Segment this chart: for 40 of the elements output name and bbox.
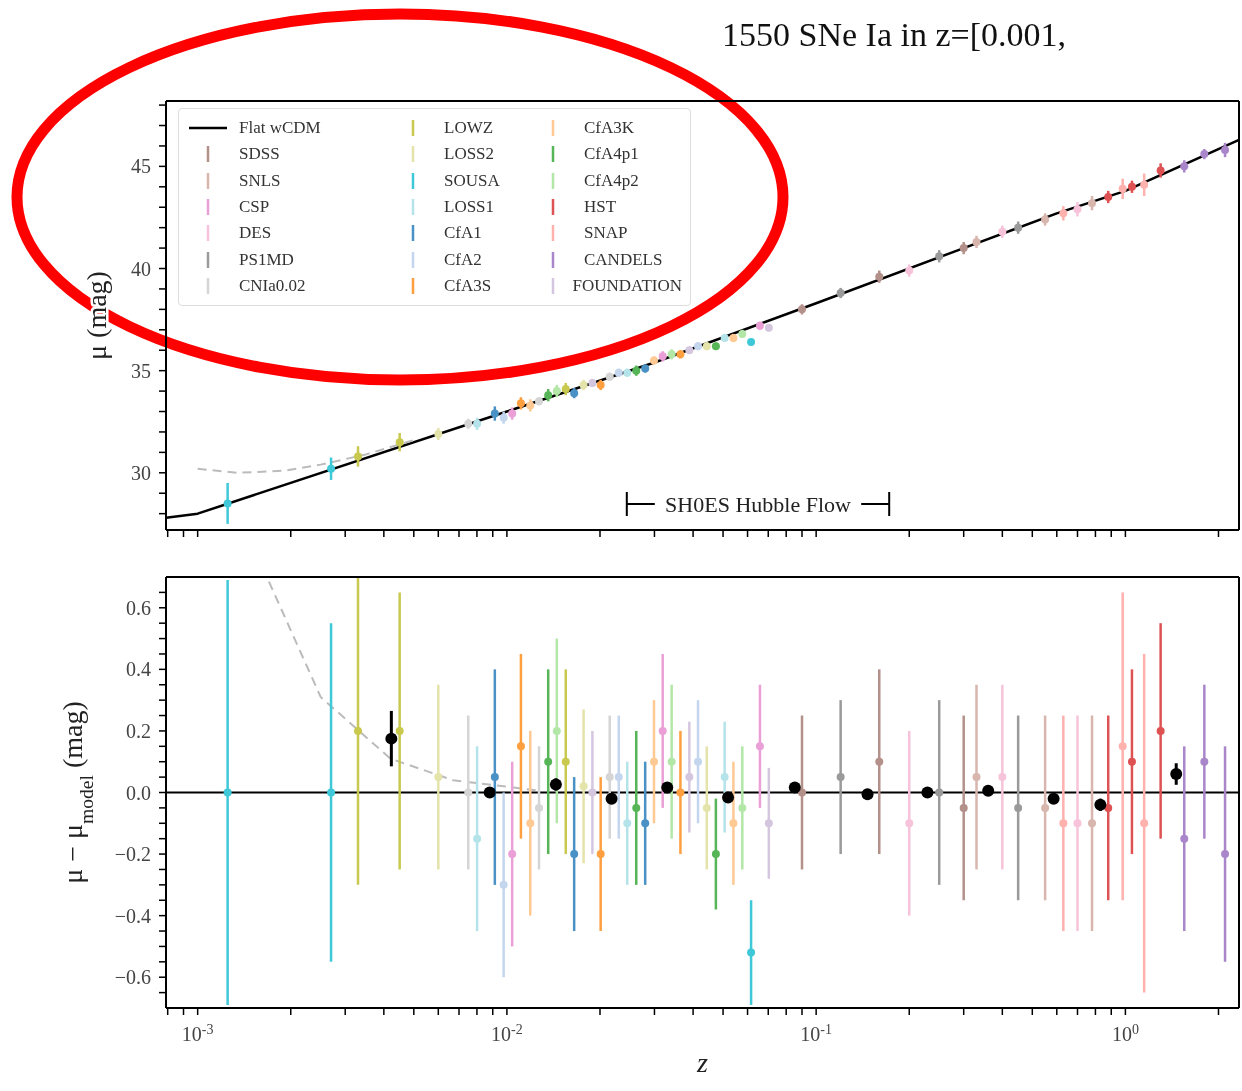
legend-label: FOUNDATION xyxy=(572,275,682,295)
legend-label: CfA1 xyxy=(444,223,482,243)
legend-label: SNLS xyxy=(239,170,281,190)
y-tick-label: 45 xyxy=(131,155,151,178)
legend-label: SNAP xyxy=(584,223,628,243)
y-tick-label: 0.6 xyxy=(126,596,151,619)
legend-label: CfA2 xyxy=(444,249,482,269)
legend-label: CNIa0.02 xyxy=(239,275,306,295)
x-tick-label: 10$^{-2}$ xyxy=(491,1021,523,1045)
y-tick-label: −0.4 xyxy=(114,904,151,927)
chart-title: 1550 SNe Ia in z=[0.001, xyxy=(722,16,1067,53)
legend-label: CANDELS xyxy=(584,249,663,269)
legend-label: SDSS xyxy=(239,144,280,164)
y-tick-label: 35 xyxy=(131,359,151,382)
legend-label: SOUSA xyxy=(444,170,500,190)
legend-label: LOWZ xyxy=(444,118,494,138)
y-axis-title: μ (mag) xyxy=(80,271,112,360)
legend-label: LOSS1 xyxy=(444,197,495,217)
x-axis-title: z xyxy=(696,1047,709,1078)
x-tick-label: 10$^{0}$ xyxy=(1111,1021,1139,1045)
legend-label: Flat wCDM xyxy=(239,118,321,138)
x-tick-label: 10$^{-1}$ xyxy=(800,1021,832,1045)
legend-label: CSP xyxy=(239,197,270,217)
legend-label: CfA4p1 xyxy=(584,144,639,164)
annotation: SH0ES Hubble Flow xyxy=(665,491,852,517)
legend-label: DES xyxy=(239,223,272,243)
x-tick-label: 10$^{-3}$ xyxy=(181,1021,214,1045)
legend-label: HST xyxy=(584,197,617,217)
y-tick-label: 30 xyxy=(131,461,151,484)
legend-label: PS1MD xyxy=(239,249,294,269)
legend-label: CfA3K xyxy=(584,118,635,138)
legend-label: CfA4p2 xyxy=(584,170,639,190)
legend-label: CfA3S xyxy=(444,275,492,295)
legend-label: LOSS2 xyxy=(444,144,495,164)
y-tick-label: 0.2 xyxy=(126,719,151,742)
y-tick-label: −0.6 xyxy=(114,966,151,989)
y-tick-label: 0.4 xyxy=(126,658,151,681)
y-tick-label: 40 xyxy=(131,257,151,280)
y-tick-label: 0.0 xyxy=(126,781,151,804)
y-tick-label: −0.2 xyxy=(114,843,151,866)
